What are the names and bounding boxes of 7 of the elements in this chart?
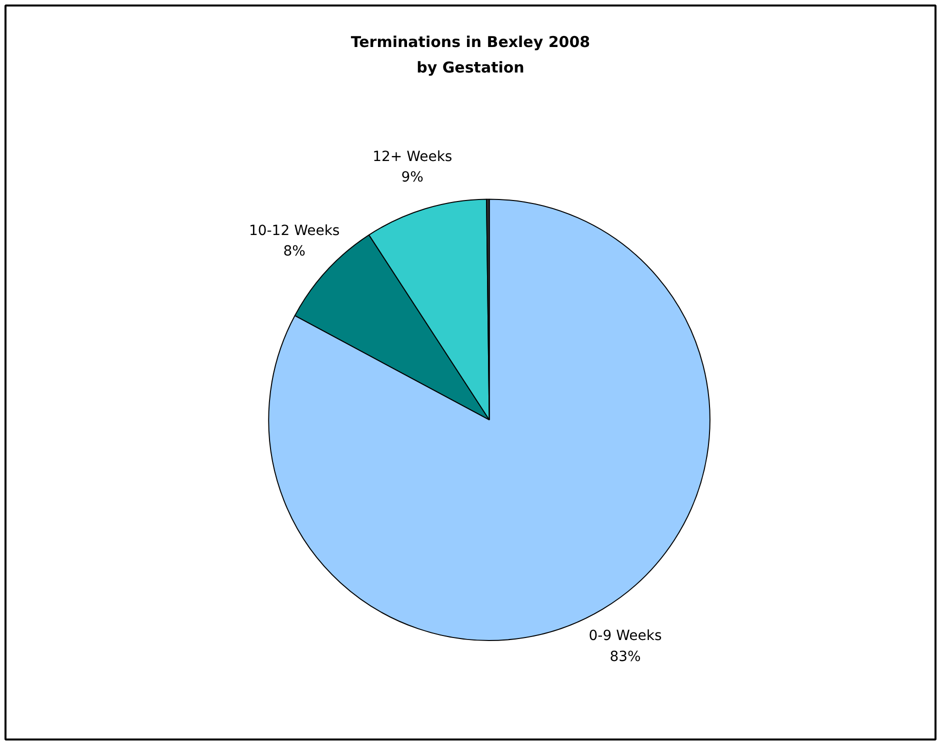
data-label: 8%: [283, 244, 306, 260]
chart-title: Terminations in Bexley 2008 by Gestation: [350, 33, 590, 76]
slice-label: 0-9 Weeks: [588, 628, 662, 644]
slice-label: 10-12 Weeks: [248, 222, 340, 239]
data-label: 83%: [610, 648, 641, 665]
slice-label: 12+ Weeks: [372, 148, 452, 165]
data-label: 9%: [401, 170, 424, 186]
